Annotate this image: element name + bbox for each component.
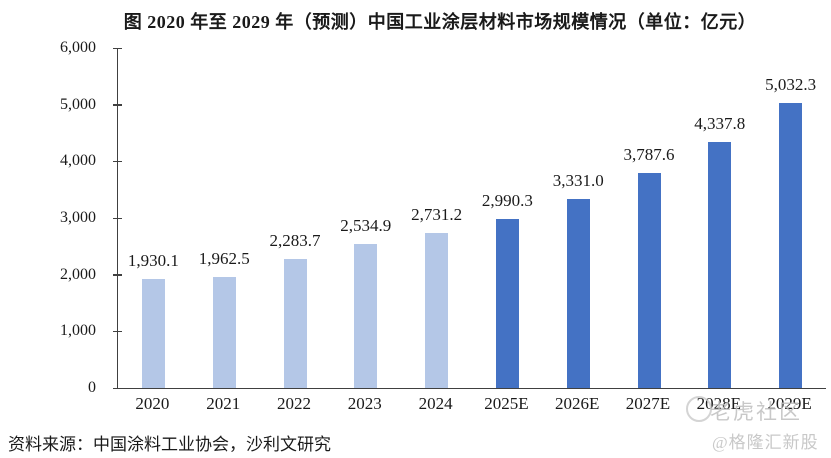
bar-2025E <box>495 218 519 388</box>
y-axis-tick-label: 5,000 <box>60 95 96 113</box>
chart-title: 图 2020 年至 2029 年（预测）中国工业涂层材料市场规模情况（单位：亿元… <box>123 12 757 32</box>
bar-value-label: 1,930.1 <box>127 250 179 270</box>
bar-2029E <box>779 102 803 388</box>
y-axis-tick-mark <box>113 47 122 49</box>
bar-2028E <box>708 142 732 388</box>
x-axis-tick-label: 2028E <box>696 394 741 413</box>
x-axis-tick-label: 2020 <box>135 394 170 413</box>
bar-value-label: 1,962.5 <box>198 248 250 268</box>
bar-2020 <box>141 278 165 388</box>
y-axis-tick-label: 3,000 <box>60 209 96 226</box>
bar-2024 <box>425 233 449 388</box>
y-axis-tick-label: 6,000 <box>60 39 96 56</box>
y-axis-tick-label: 4,000 <box>60 152 96 170</box>
x-axis-tick-label: 2027E <box>625 394 671 413</box>
x-axis-tick-label: 2022 <box>277 394 311 413</box>
x-axis-tick-label: 2026E <box>554 394 600 413</box>
x-axis-tick-label: 2023 <box>347 394 382 413</box>
x-axis-tick-label: 2029E <box>767 394 812 413</box>
y-axis-tick-label: 2,000 <box>60 265 96 283</box>
x-axis-tick-label: 2021 <box>206 394 241 413</box>
y-axis-tick-label: 1,000 <box>60 322 96 340</box>
bar-2023 <box>354 244 378 388</box>
bar-2021 <box>212 276 236 388</box>
x-axis-labels: 2020 2021 2022 2023 2024 2025E 2026E 2027E 2028E… <box>117 394 825 418</box>
y-axis-tick-mark <box>113 104 122 106</box>
y-axis: 0 1,000 2,000 3,000 4,000 5,000 6,000 <box>0 40 96 396</box>
bar-2026E <box>566 199 590 388</box>
bar-2022 <box>283 258 307 388</box>
source-note: 资料来源：中国涂料工业协会，沙利文研究 <box>8 435 331 454</box>
plot-area: 1,930.1 1,962.5 2,283.7 2,534.9 2,731.2 2,990… <box>113 47 826 389</box>
y-axis-tick-mark <box>113 274 122 276</box>
y-axis-tick-mark <box>113 160 122 163</box>
watermark-gelonghui: @格隆汇新股 <box>712 433 819 452</box>
bar-value-label: 5,032.3 <box>765 74 817 94</box>
y-axis-tick-mark <box>113 387 122 389</box>
y-axis-tick-mark <box>113 330 122 333</box>
bar-value-label: 3,331.0 <box>552 171 604 191</box>
y-axis-tick-mark <box>113 217 122 219</box>
bar-value-label: 2,990.3 <box>481 190 533 210</box>
y-axis-tick-label: 0 <box>88 379 96 396</box>
bar-value-label: 4,337.8 <box>694 114 746 134</box>
bar-value-label: 2,283.7 <box>269 230 321 250</box>
bar-value-label: 2,534.9 <box>340 216 392 236</box>
x-axis-tick-label: 2024 <box>418 394 453 413</box>
bar-value-label: 3,787.6 <box>623 145 675 165</box>
bar-value-label: 2,731.2 <box>411 205 463 225</box>
x-axis-tick-label: 2025E <box>484 394 529 413</box>
bar-2027E <box>637 173 661 388</box>
